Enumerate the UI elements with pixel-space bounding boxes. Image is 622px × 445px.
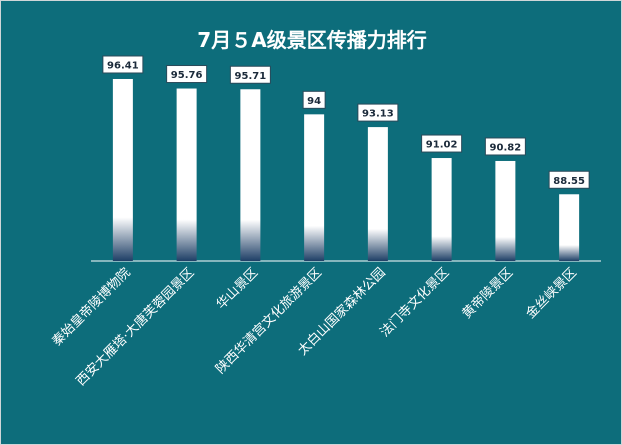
category-label: 华山景区 — [214, 265, 261, 312]
bar — [112, 78, 133, 261]
bar — [176, 88, 197, 262]
data-label: 90.82 — [490, 142, 522, 153]
category-label: 黄帝陵景区 — [459, 265, 516, 322]
data-label-box — [102, 55, 144, 74]
data-label-box — [302, 90, 326, 109]
data-label: 88.55 — [553, 176, 585, 187]
chart-title: 7月５A级景区传播力排行 — [197, 28, 426, 52]
data-label: 94 — [307, 96, 321, 107]
bar — [367, 127, 388, 262]
data-label: 93.13 — [362, 109, 394, 120]
bar — [304, 114, 325, 261]
category-label: 金丝峡景区 — [523, 265, 580, 322]
data-label: 95.76 — [171, 70, 203, 81]
bar — [559, 194, 580, 261]
bar — [240, 89, 261, 262]
data-label: 91.02 — [426, 140, 458, 151]
data-label-box — [166, 65, 208, 84]
category-label: 陕西华清宫文化旅游景区 — [213, 265, 325, 377]
data-label-box — [548, 170, 590, 189]
data-label-box — [357, 103, 399, 122]
category-label: 法门寺文化景区 — [377, 265, 452, 340]
data-label-box — [229, 65, 271, 84]
bar — [495, 160, 516, 261]
bars-layer: 96.41秦始皇帝陵博物院95.76西安大雁塔·大唐芙蓉园景区95.71华山景区… — [49, 55, 590, 390]
category-label: 西安大雁塔·大唐芙蓉园景区 — [73, 265, 198, 390]
bar — [431, 158, 452, 261]
data-label-box — [421, 134, 463, 153]
data-label: 96.41 — [107, 60, 139, 71]
data-label-box — [484, 137, 526, 156]
data-label: 95.71 — [235, 71, 267, 82]
